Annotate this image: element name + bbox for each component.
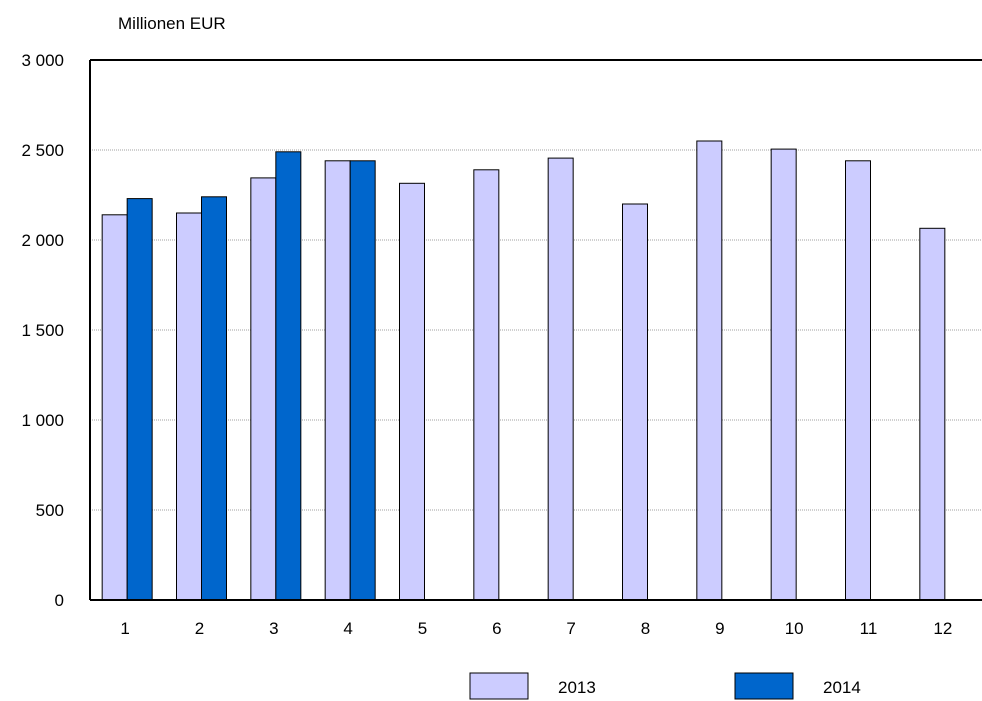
bar-2013-1: [101, 214, 128, 601]
legend-swatch-2014: [734, 672, 794, 700]
bar-2013-9: [696, 140, 723, 601]
x-tick-label: 8: [641, 619, 650, 638]
x-tick-label: 7: [566, 619, 575, 638]
x-tick-label: 6: [492, 619, 501, 638]
bar-2014-4: [349, 160, 376, 601]
x-axis-ticks: 1 2 3 4 5 6 7 8 9 10 11 12: [120, 619, 952, 638]
y-tick-label: 2 500: [21, 141, 64, 160]
x-tick-label: 2: [195, 619, 204, 638]
bar-2013-8: [622, 203, 648, 601]
legend-label-2013: 2013: [558, 678, 596, 697]
bar-2014-2: [201, 196, 227, 601]
bar-2013-2: [176, 212, 202, 601]
y-unit-label: Millionen EUR: [118, 14, 226, 33]
bar-2013-4: [324, 160, 351, 601]
bar-2013-12: [919, 227, 946, 601]
legend: 2013 2014: [469, 672, 861, 700]
y-tick-label: 0: [55, 591, 64, 610]
bars-layer: [101, 140, 946, 601]
y-tick-label: 3 000: [21, 51, 64, 70]
legend-label-2014: 2014: [823, 678, 861, 697]
x-tick-label: 4: [343, 619, 352, 638]
y-tick-label: 2 000: [21, 231, 64, 250]
axes: [89, 59, 982, 601]
bar-2013-3: [250, 177, 277, 601]
x-tick-label: 11: [860, 619, 878, 638]
gridlines: [90, 149, 982, 511]
bar-2014-3: [275, 151, 302, 601]
x-tick-label: 3: [269, 619, 278, 638]
y-tick-label: 500: [36, 501, 64, 520]
y-tick-label: 1 500: [21, 321, 64, 340]
x-tick-label: 12: [933, 619, 952, 638]
bar-2013-11: [845, 160, 871, 601]
bar-2013-6: [473, 169, 500, 601]
legend-swatch-2013: [469, 672, 529, 700]
x-tick-label: 1: [120, 619, 129, 638]
x-tick-label: 10: [785, 619, 804, 638]
bar-2013-10: [770, 148, 797, 601]
x-tick-label: 9: [715, 619, 724, 638]
y-tick-label: 1 000: [21, 411, 64, 430]
bar-2014-1: [126, 198, 153, 601]
y-axis-ticks: 0 500 1 000 1 500 2 000 2 500 3 000: [21, 51, 64, 610]
x-tick-label: 5: [418, 619, 427, 638]
bar-2013-5: [399, 182, 425, 601]
bar-2013-7: [547, 157, 574, 601]
